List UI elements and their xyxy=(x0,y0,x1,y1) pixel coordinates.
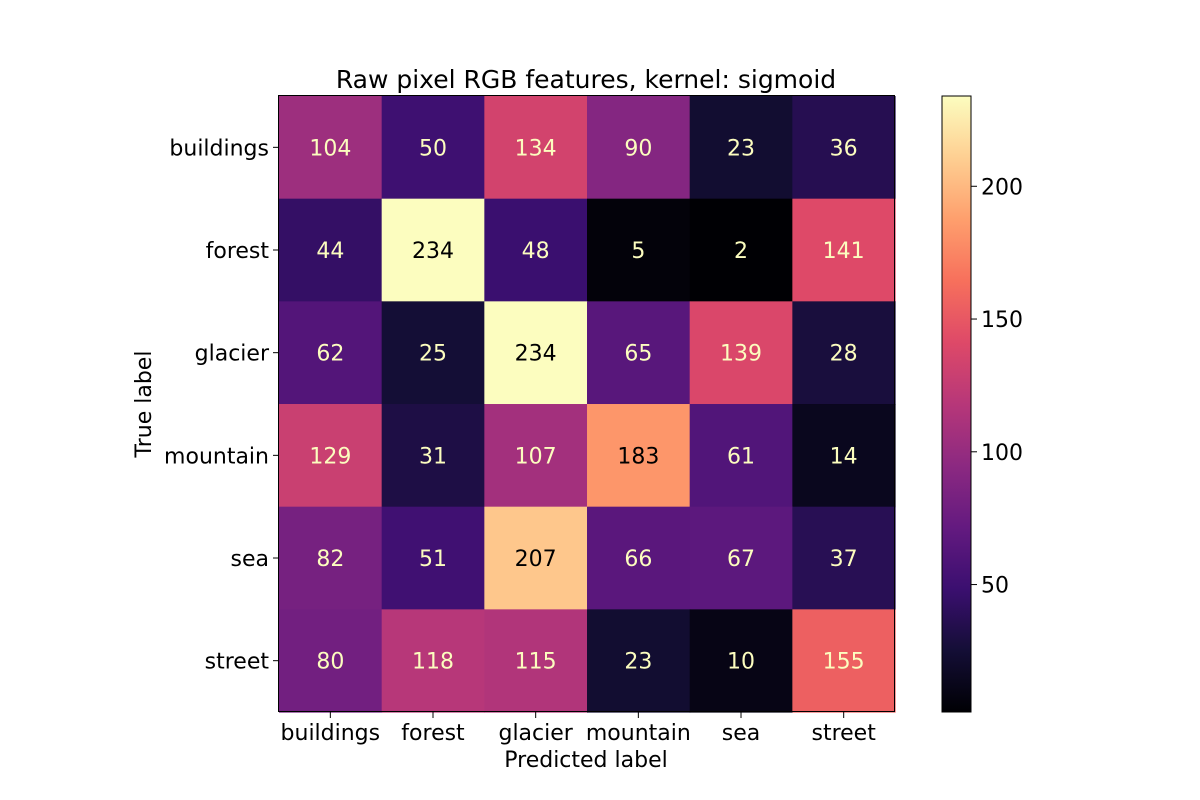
cell-value-label: 82 xyxy=(316,547,344,572)
cell-value-label: 234 xyxy=(412,239,454,264)
x-tick-label: mountain xyxy=(586,721,691,746)
heatmap-cell xyxy=(279,96,383,200)
cell-value-label: 134 xyxy=(515,136,557,161)
heatmap-cell xyxy=(587,404,691,508)
cell-value-label: 66 xyxy=(624,547,652,572)
colorbar xyxy=(941,95,972,713)
heatmap-cell xyxy=(689,301,793,405)
cell-value-label: 31 xyxy=(419,444,447,469)
x-tick-label: forest xyxy=(401,721,465,746)
heatmap-cell xyxy=(689,96,793,200)
heatmap-cell xyxy=(689,404,793,508)
heatmap-cell xyxy=(587,198,691,302)
cell-value-label: 36 xyxy=(830,136,858,161)
heatmap-cell xyxy=(381,506,485,610)
heatmap-cell xyxy=(279,506,383,610)
cell-value-label: 37 xyxy=(830,547,858,572)
cell-value-label: 14 xyxy=(830,444,858,469)
colorbar-tick-label: 150 xyxy=(981,308,1023,333)
y-tick-label: buildings xyxy=(169,136,269,161)
cell-value-label: 80 xyxy=(316,650,344,675)
heatmap-cell xyxy=(587,506,691,610)
heatmap-cell xyxy=(381,301,485,405)
cell-value-label: 62 xyxy=(316,342,344,367)
y-tick-label: sea xyxy=(231,547,269,572)
cell-value-label: 65 xyxy=(624,342,652,367)
heatmap-cell xyxy=(484,198,588,302)
cell-value-label: 61 xyxy=(727,444,755,469)
heatmap-cell xyxy=(587,96,691,200)
heatmap-cell xyxy=(792,198,896,302)
heatmap-cell xyxy=(792,506,896,610)
x-tick-label: buildings xyxy=(281,721,381,746)
cell-value-label: 48 xyxy=(522,239,550,264)
cell-value-label: 90 xyxy=(624,136,652,161)
y-tick-label: glacier xyxy=(195,342,270,367)
cell-value-label: 2 xyxy=(734,239,748,264)
cell-value-label: 139 xyxy=(720,342,762,367)
heatmap-cell xyxy=(484,404,588,508)
heatmap-cell xyxy=(587,301,691,405)
cell-value-label: 5 xyxy=(631,239,645,264)
cell-value-label: 104 xyxy=(309,136,351,161)
cell-value-label: 23 xyxy=(727,136,755,161)
heatmap-cell xyxy=(381,198,485,302)
heatmap-cell xyxy=(279,198,383,302)
heatmap-cell xyxy=(381,609,485,713)
x-axis-label: Predicted label xyxy=(504,748,667,773)
heatmap-cell xyxy=(792,404,896,508)
cell-value-label: 67 xyxy=(727,547,755,572)
colorbar-ticks: 50 100 150 200 xyxy=(971,175,1023,599)
heatmap-cell xyxy=(279,301,383,405)
cell-value-label: 115 xyxy=(515,650,557,675)
heatmap-cell xyxy=(381,404,485,508)
cell-value-label: 207 xyxy=(515,547,557,572)
cell-value-label: 44 xyxy=(316,239,344,264)
heatmap-cell xyxy=(689,609,793,713)
y-tick-label: street xyxy=(205,650,270,675)
cell-value-label: 141 xyxy=(823,239,865,264)
heatmap-cell xyxy=(792,609,896,713)
heatmap-cell xyxy=(279,404,383,508)
heatmap-cell xyxy=(792,301,896,405)
y-axis-ticks: buildings forest glacier mountain sea street xyxy=(164,136,279,675)
x-axis-ticks: buildings forest glacier mountain sea street xyxy=(281,712,877,746)
heatmap-cell xyxy=(587,609,691,713)
cell-value-label: 107 xyxy=(515,444,557,469)
heatmap-cell xyxy=(484,96,588,200)
heatmap-cell xyxy=(484,301,588,405)
cell-value-label: 51 xyxy=(419,547,447,572)
cell-value-label: 155 xyxy=(823,650,865,675)
heatmap-cell xyxy=(484,609,588,713)
heatmap-cell xyxy=(381,96,485,200)
y-axis-label: True label xyxy=(132,351,157,459)
x-tick-label: glacier xyxy=(498,721,573,746)
cell-value-label: 23 xyxy=(624,650,652,675)
colorbar-tick-label: 50 xyxy=(981,574,1009,599)
heatmap-cell xyxy=(689,198,793,302)
chart-title: Raw pixel RGB features, kernel: sigmoid xyxy=(336,65,836,94)
cell-value-label: 118 xyxy=(412,650,454,675)
y-tick-label: mountain xyxy=(164,444,269,469)
y-tick-label: forest xyxy=(206,239,270,264)
x-tick-label: street xyxy=(812,721,877,746)
cell-value-label: 129 xyxy=(309,444,351,469)
cell-value-label: 234 xyxy=(515,342,557,367)
cell-value-label: 10 xyxy=(727,650,755,675)
heatmap-cell xyxy=(279,609,383,713)
x-tick-label: sea xyxy=(722,721,760,746)
heatmap-cell xyxy=(689,506,793,610)
heatmap-cells xyxy=(279,96,896,713)
plot-frame xyxy=(278,95,895,712)
colorbar-tick-label: 100 xyxy=(981,441,1023,466)
cell-value-label: 28 xyxy=(830,342,858,367)
cell-value-labels: 104 50 134 90 23 36 44 234 48 5 2 141 62 25 234 65 139 28… xyxy=(309,136,864,674)
cell-value-label: 183 xyxy=(617,444,659,469)
cell-value-label: 50 xyxy=(419,136,447,161)
colorbar-tick-label: 200 xyxy=(981,175,1023,200)
heatmap-cell xyxy=(792,96,896,200)
heatmap-cell xyxy=(484,506,588,610)
cell-value-label: 25 xyxy=(419,342,447,367)
